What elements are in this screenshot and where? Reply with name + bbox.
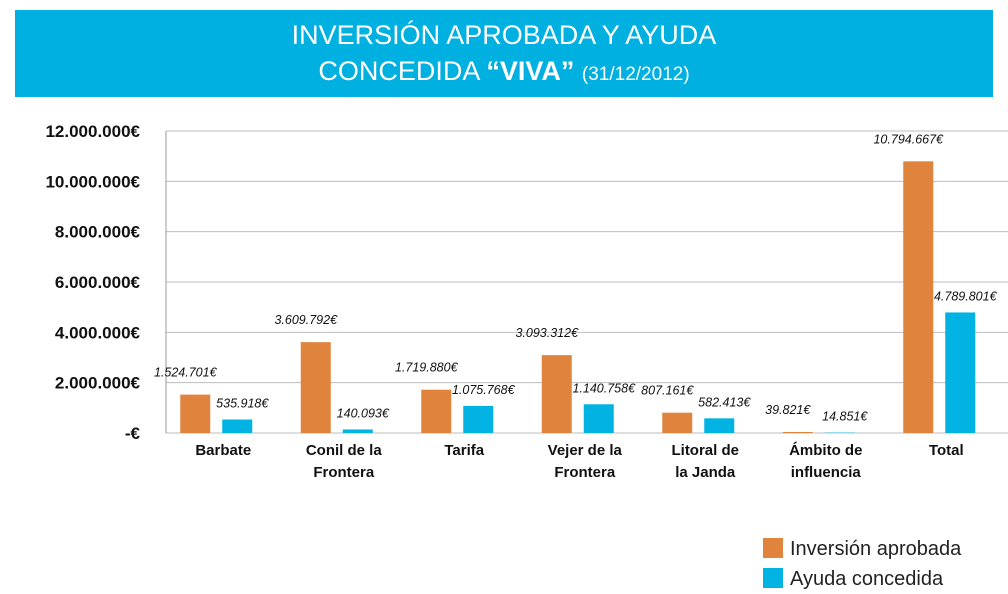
title-line: CONCEDIDA	[318, 56, 487, 86]
y-tick-label: 2.000.000€	[55, 374, 141, 393]
y-tick-label: 8.000.000€	[55, 223, 141, 242]
bar	[662, 412, 693, 433]
title-emphasis: “VIVA”	[486, 56, 575, 86]
x-tick-label: Total	[928, 442, 964, 459]
bar	[782, 431, 813, 433]
data-label: 1.524.701€	[154, 366, 218, 380]
data-label: 582.413€	[698, 395, 751, 409]
bar	[421, 389, 452, 433]
legend-swatch	[763, 538, 783, 558]
title-line: INVERSIÓN APROBADA Y AYUDA	[291, 20, 717, 50]
data-label: 4.789.801€	[934, 289, 998, 303]
y-tick-label: 10.000.000€	[45, 172, 140, 191]
bar	[583, 404, 614, 433]
legend-label: Ayuda concedida	[790, 568, 944, 590]
title-line: CONCEDIDA “VIVA” (31/12/2012)	[15, 53, 993, 93]
y-tick-label: 12.000.000€	[45, 122, 140, 141]
data-label: 807.161€	[641, 384, 694, 398]
x-tick-label: Ámbito de influencia	[789, 442, 863, 481]
data-label: 10.794.667€	[873, 132, 944, 146]
y-tick-label: -€	[125, 424, 141, 443]
legend-label: Inversión aprobada	[790, 538, 962, 560]
data-label: 1.140.758€	[572, 381, 636, 395]
bar	[903, 161, 934, 433]
x-tick-label: Litoral de la Janda	[671, 442, 739, 481]
data-label: 1.075.768€	[452, 383, 516, 397]
y-tick-label: 4.000.000€	[55, 323, 141, 342]
data-label: 3.609.792€	[274, 313, 338, 327]
bar	[180, 394, 211, 433]
bar	[704, 418, 735, 433]
data-label: 535.918€	[216, 397, 269, 411]
x-tick-label: Tarifa	[444, 442, 485, 459]
bar	[222, 419, 253, 433]
x-tick-label: Conil de la Frontera	[305, 442, 382, 481]
data-label: 3.093.312€	[515, 326, 579, 340]
data-label: 39.821€	[765, 403, 811, 417]
data-label: 1.719.880€	[395, 361, 459, 375]
bar	[342, 429, 373, 433]
data-label: 14.851€	[822, 410, 868, 424]
x-tick-label: Vejer de la Frontera	[547, 442, 622, 481]
bar	[300, 342, 331, 433]
bar	[463, 405, 494, 433]
bar	[945, 312, 976, 433]
data-label: 140.093€	[337, 406, 390, 420]
subtitle: (31/12/2012)	[581, 64, 690, 85]
title-banner: INVERSIÓN APROBADA Y AYUDA CONCEDIDA “VI…	[15, 10, 993, 97]
bar	[541, 355, 572, 433]
y-tick-label: 6.000.000€	[55, 273, 141, 292]
legend-swatch	[763, 568, 783, 588]
x-tick-label: Barbate	[195, 442, 252, 459]
